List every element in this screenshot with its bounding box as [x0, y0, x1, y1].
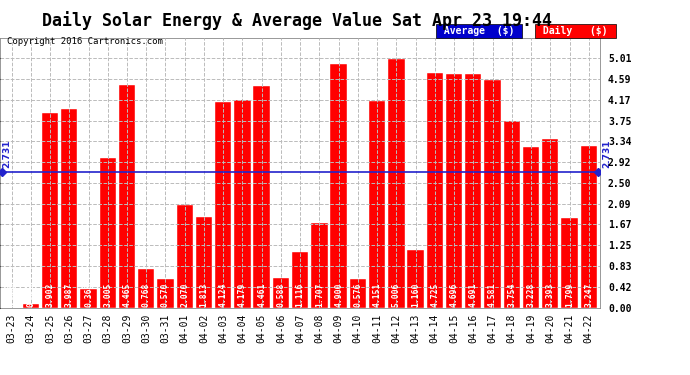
Text: 1.116: 1.116 — [295, 283, 305, 307]
Bar — [157, 279, 174, 308]
Bar — [465, 74, 482, 307]
Bar — [99, 158, 116, 308]
Bar — [311, 223, 328, 308]
Bar — [388, 58, 404, 308]
Text: 0.000: 0.000 — [7, 283, 16, 307]
Text: 3.247: 3.247 — [584, 283, 593, 307]
Bar — [407, 250, 424, 308]
Text: 3.393: 3.393 — [546, 283, 555, 307]
Bar — [369, 101, 385, 308]
Bar — [562, 218, 578, 308]
Text: 4.696: 4.696 — [450, 283, 459, 307]
Text: 3.902: 3.902 — [46, 283, 55, 307]
Bar — [331, 64, 347, 308]
Text: 4.900: 4.900 — [334, 283, 343, 307]
Bar — [504, 121, 520, 308]
Text: 0.588: 0.588 — [277, 283, 286, 307]
Text: 5.006: 5.006 — [392, 283, 401, 307]
Bar — [253, 86, 270, 308]
Text: 3.228: 3.228 — [526, 283, 535, 307]
Text: 0.768: 0.768 — [141, 283, 150, 307]
Text: Daily Solar Energy & Average Value Sat Apr 23 19:44: Daily Solar Energy & Average Value Sat A… — [41, 11, 552, 30]
Bar — [292, 252, 308, 308]
Text: 2.731: 2.731 — [602, 139, 611, 168]
Bar — [234, 100, 250, 308]
Bar — [484, 80, 501, 308]
Bar — [196, 217, 212, 308]
Text: 0.570: 0.570 — [161, 283, 170, 307]
Bar — [542, 139, 558, 308]
Text: 4.461: 4.461 — [257, 283, 266, 307]
Bar — [177, 205, 193, 308]
Text: 1.707: 1.707 — [315, 283, 324, 307]
Text: 1.160: 1.160 — [411, 283, 420, 307]
Bar — [350, 279, 366, 308]
Text: Average  ($): Average ($) — [438, 26, 520, 36]
Bar — [523, 147, 539, 308]
Bar — [119, 86, 135, 308]
Text: 4.151: 4.151 — [373, 283, 382, 307]
Text: Daily   ($): Daily ($) — [538, 26, 613, 36]
Text: 2.731: 2.731 — [2, 139, 11, 168]
Bar — [426, 72, 443, 308]
Text: 4.465: 4.465 — [123, 283, 132, 307]
Text: 4.179: 4.179 — [238, 283, 247, 307]
Text: 1.813: 1.813 — [199, 283, 208, 307]
Text: 2.070: 2.070 — [180, 283, 189, 307]
Text: 4.581: 4.581 — [488, 283, 497, 307]
Bar — [446, 74, 462, 308]
Bar — [215, 102, 231, 308]
Text: 1.799: 1.799 — [565, 283, 574, 307]
Bar — [61, 109, 77, 307]
Bar — [273, 278, 289, 308]
Text: 0.576: 0.576 — [353, 283, 362, 307]
Bar — [80, 289, 97, 308]
Bar — [138, 269, 155, 308]
Text: 4.725: 4.725 — [431, 283, 440, 307]
Bar — [23, 304, 39, 307]
Bar — [42, 114, 58, 308]
Bar — [580, 146, 597, 308]
Text: 3.987: 3.987 — [65, 283, 74, 307]
Text: 4.124: 4.124 — [219, 283, 228, 307]
Text: Copyright 2016 Cartronics.com: Copyright 2016 Cartronics.com — [7, 38, 163, 46]
Text: 3.754: 3.754 — [507, 283, 516, 307]
Text: 0.368: 0.368 — [84, 283, 93, 307]
Text: 0.073: 0.073 — [26, 283, 35, 307]
Text: 3.005: 3.005 — [104, 283, 112, 307]
Text: 4.691: 4.691 — [469, 283, 477, 307]
